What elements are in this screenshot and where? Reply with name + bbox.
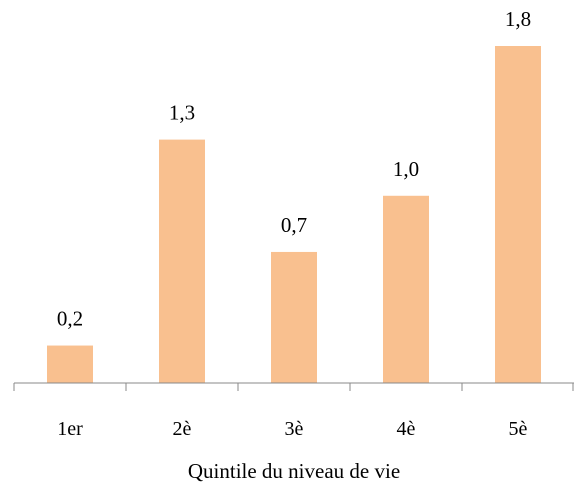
x-axis-ticks [13, 383, 574, 391]
bar-5 [495, 46, 541, 383]
x-axis-tick-labels: 1er 2è 3è 4è 5è [57, 418, 527, 440]
x-tick-label-1: 1er [57, 418, 83, 440]
data-label-2: 1,3 [169, 101, 195, 125]
bar-1 [47, 345, 93, 383]
data-label-4: 1,0 [393, 157, 419, 181]
x-tick-label-5: 5è [509, 418, 528, 440]
bars-layer [47, 46, 541, 383]
bar-2 [159, 139, 205, 383]
data-label-3: 0,7 [281, 213, 307, 237]
x-axis-title: Quintile du niveau de vie [188, 459, 400, 483]
data-label-5: 1,8 [505, 7, 531, 31]
value-labels-layer: 0,2 1,3 0,7 1,0 1,8 [57, 7, 531, 331]
x-tick-label-3: 3è [285, 418, 304, 440]
x-tick-label-2: 2è [173, 418, 192, 440]
bar-4 [383, 195, 429, 383]
x-tick-label-4: 4è [397, 418, 416, 440]
data-label-1: 0,2 [57, 307, 83, 331]
bar-3 [271, 251, 317, 383]
